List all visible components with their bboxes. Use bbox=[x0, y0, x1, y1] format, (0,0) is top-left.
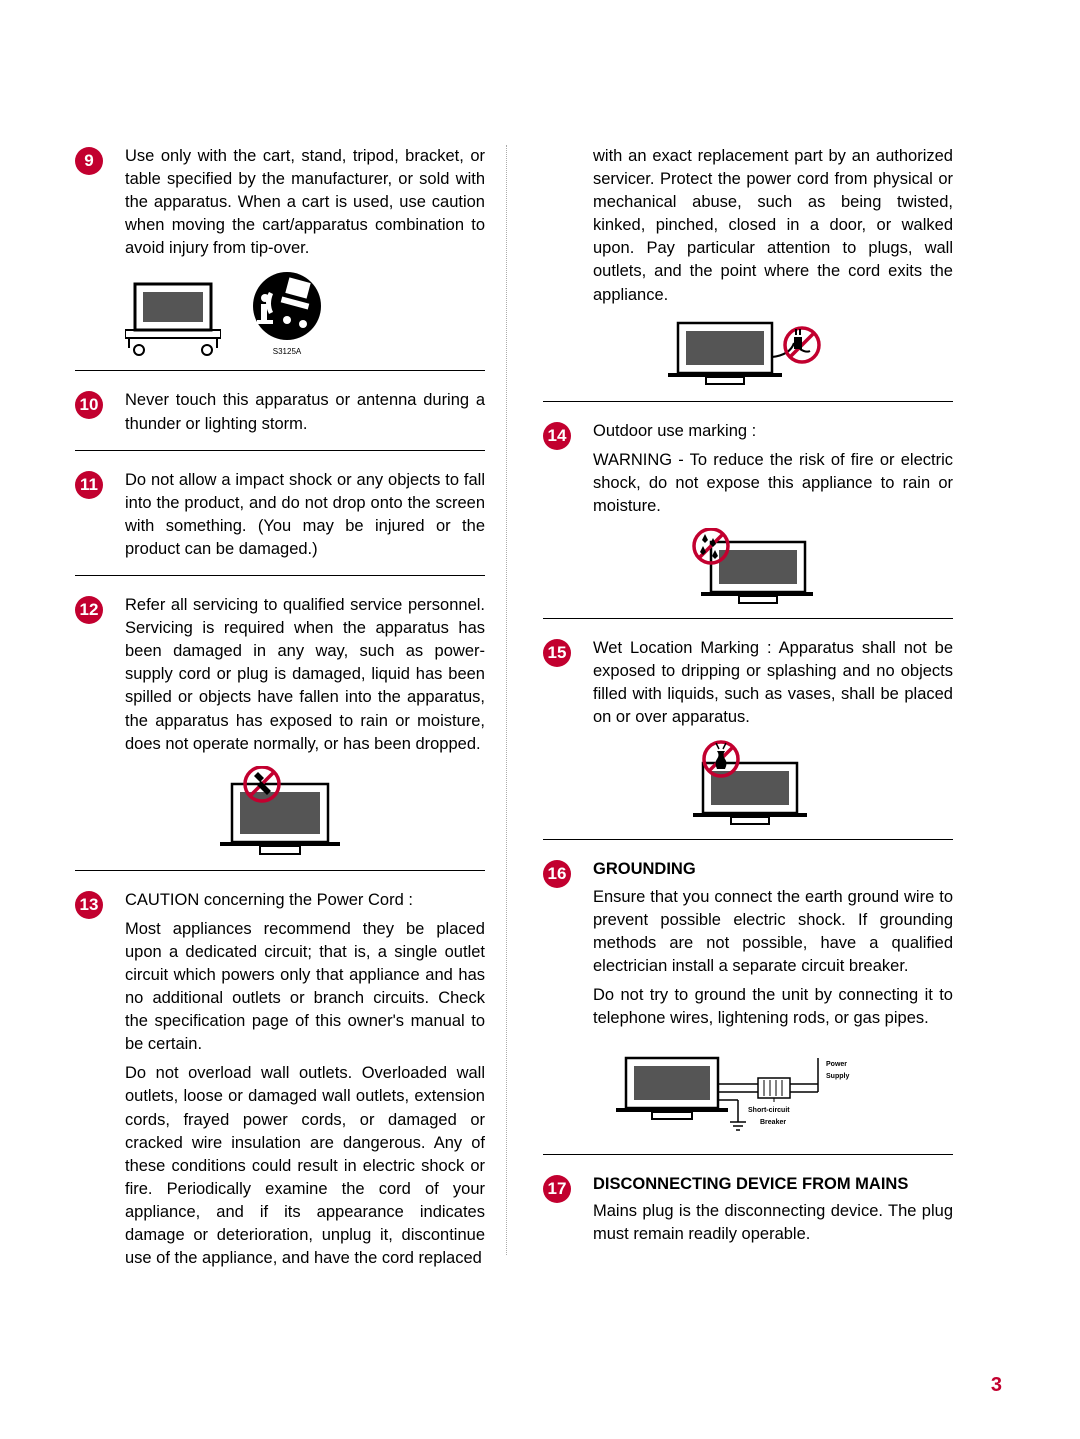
column-divider bbox=[506, 145, 507, 1255]
tv-wrench-icon bbox=[220, 766, 340, 856]
item-text: Refer all servicing to qualified service… bbox=[125, 594, 485, 756]
caption: S3125A bbox=[251, 347, 323, 356]
item-number: 13 bbox=[75, 889, 125, 1271]
item-number: 17 bbox=[543, 1173, 593, 1246]
tv-cart-icon bbox=[125, 280, 221, 356]
tv-vase-icon bbox=[683, 739, 813, 825]
divider bbox=[543, 839, 953, 840]
illustration-grounding: Power Supply Short-circuit Breaker bbox=[543, 1040, 953, 1140]
svg-text:Power: Power bbox=[826, 1061, 847, 1068]
item-9: 9 Use only with the cart, stand, tripod,… bbox=[75, 145, 485, 260]
right-column: with an exact replacement part by an aut… bbox=[543, 145, 953, 1280]
item-11: 11 Do not allow a impact shock or any ob… bbox=[75, 469, 485, 561]
grounding-diagram-icon: Power Supply Short-circuit Breaker bbox=[608, 1040, 888, 1140]
item-number: 15 bbox=[543, 637, 593, 729]
item-text: Never touch this apparatus or antenna du… bbox=[125, 389, 485, 435]
svg-text:Supply: Supply bbox=[826, 1073, 849, 1080]
tv-rain-icon bbox=[683, 528, 813, 604]
tipover-warning-icon bbox=[251, 270, 323, 342]
divider bbox=[543, 1154, 953, 1155]
illustration-rain bbox=[543, 528, 953, 604]
item-number: 10 bbox=[75, 389, 125, 435]
item-text: Do not try to ground the unit by connect… bbox=[593, 984, 953, 1030]
item-title: DISCONNECTING DEVICE FROM MAINS bbox=[593, 1173, 953, 1196]
divider bbox=[75, 870, 485, 871]
item-number: 14 bbox=[543, 420, 593, 518]
divider bbox=[75, 575, 485, 576]
item-text: Use only with the cart, stand, tripod, b… bbox=[125, 145, 485, 260]
item-text: Most appliances recommend they be placed… bbox=[125, 918, 485, 1057]
item-text: Mains plug is the disconnecting device. … bbox=[593, 1200, 953, 1246]
item-14: 14 Outdoor use marking : WARNING - To re… bbox=[543, 420, 953, 518]
page-number: 3 bbox=[991, 1374, 1002, 1397]
svg-text:Breaker: Breaker bbox=[760, 1119, 786, 1126]
item-10: 10 Never touch this apparatus or antenna… bbox=[75, 389, 485, 435]
item-text: Wet Location Marking : Apparatus shall n… bbox=[593, 637, 953, 729]
item-text: with an exact replacement part by an aut… bbox=[593, 145, 953, 307]
item-text: WARNING - To reduce the risk of fire or … bbox=[593, 449, 953, 518]
illustration-cord bbox=[543, 317, 953, 387]
item-text: CAUTION concerning the Power Cord : bbox=[125, 889, 485, 912]
divider bbox=[543, 401, 953, 402]
divider bbox=[75, 370, 485, 371]
illustration-cart: S3125A bbox=[75, 270, 485, 356]
item-16: 16 GROUNDING Ensure that you connect the… bbox=[543, 858, 953, 1030]
item-text: Outdoor use marking : bbox=[593, 420, 953, 443]
item-13: 13 CAUTION concerning the Power Cord : M… bbox=[75, 889, 485, 1271]
divider bbox=[75, 450, 485, 451]
item-title: GROUNDING bbox=[593, 858, 953, 881]
item-text: Ensure that you connect the earth ground… bbox=[593, 886, 953, 978]
illustration-service bbox=[75, 766, 485, 856]
tv-plug-icon bbox=[668, 317, 828, 387]
item-13-cont: with an exact replacement part by an aut… bbox=[543, 145, 953, 307]
svg-text:Short-circuit: Short-circuit bbox=[748, 1107, 790, 1114]
item-number: 16 bbox=[543, 858, 593, 1030]
item-15: 15 Wet Location Marking : Apparatus shal… bbox=[543, 637, 953, 729]
item-number-empty bbox=[543, 145, 593, 307]
item-text: Do not allow a impact shock or any objec… bbox=[125, 469, 485, 561]
divider bbox=[543, 618, 953, 619]
illustration-vase bbox=[543, 739, 953, 825]
item-number: 11 bbox=[75, 469, 125, 561]
item-12: 12 Refer all servicing to qualified serv… bbox=[75, 594, 485, 756]
item-17: 17 DISCONNECTING DEVICE FROM MAINS Mains… bbox=[543, 1173, 953, 1246]
item-text: Do not overload wall outlets. Overloaded… bbox=[125, 1062, 485, 1270]
item-number: 9 bbox=[75, 145, 125, 260]
left-column: 9 Use only with the cart, stand, tripod,… bbox=[75, 145, 485, 1280]
item-number: 12 bbox=[75, 594, 125, 756]
